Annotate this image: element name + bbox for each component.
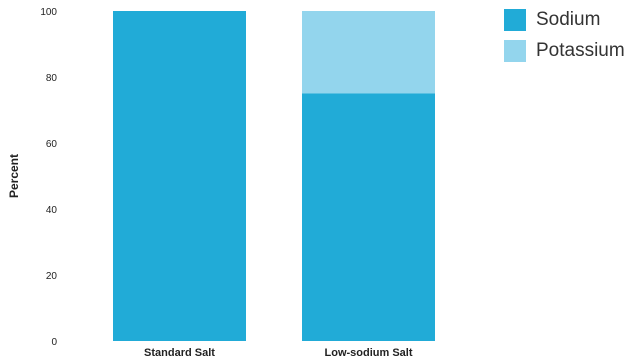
legend-label: Potassium [536, 39, 625, 61]
bars [113, 11, 435, 341]
y-tick-label: 100 [40, 7, 57, 18]
y-tick-label: 0 [51, 337, 57, 348]
legend: Sodium Potassium [504, 6, 625, 68]
legend-item: Potassium [504, 37, 625, 64]
y-axis-title: Percent [7, 154, 21, 198]
x-axis-labels: Standard Salt Low-sodium Salt [144, 347, 413, 359]
legend-label: Sodium [536, 8, 601, 30]
legend-item: Sodium [504, 6, 625, 33]
y-tick-label: 80 [46, 73, 58, 84]
legend-swatch [504, 39, 526, 62]
y-tick-label: 40 [46, 205, 58, 216]
legend-swatch [504, 8, 526, 31]
x-category-label: Standard Salt [144, 347, 215, 359]
bar-potassium [302, 11, 435, 94]
y-tick-label: 20 [46, 271, 58, 282]
y-tick-label: 60 [46, 139, 58, 150]
x-category-label: Low-sodium Salt [325, 347, 413, 359]
y-axis-ticks: 0 20 40 60 80 100 [40, 7, 57, 348]
bar-sodium [302, 93, 435, 341]
bar-sodium [113, 11, 246, 341]
